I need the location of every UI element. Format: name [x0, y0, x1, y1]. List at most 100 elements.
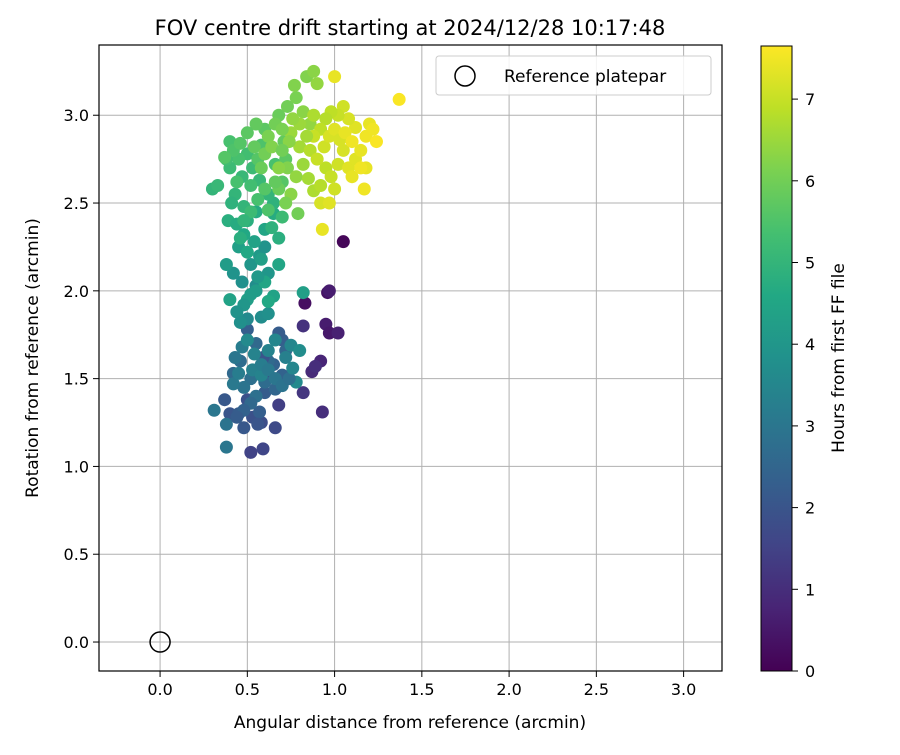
data-point [265, 221, 279, 235]
data-point [289, 91, 303, 105]
data-point [261, 203, 275, 217]
data-point [342, 112, 356, 126]
colorbar-tick-label: 6 [805, 172, 815, 191]
data-point [296, 319, 310, 333]
data-point [322, 196, 336, 210]
data-point [282, 372, 296, 386]
data-point [279, 196, 293, 210]
data-point [303, 143, 317, 157]
x-tick-label: 1.0 [322, 680, 347, 699]
data-point [308, 359, 322, 373]
data-point [272, 398, 286, 412]
data-point [211, 178, 225, 192]
data-point [207, 403, 221, 417]
data-point [287, 78, 301, 92]
data-point [279, 351, 293, 365]
data-point [324, 170, 338, 184]
data-point [314, 178, 328, 192]
x-axis-label: Angular distance from reference (arcmin) [234, 713, 586, 733]
data-points [149, 64, 406, 653]
data-point [247, 140, 261, 154]
data-point [244, 178, 258, 192]
data-point [251, 417, 265, 431]
data-point [232, 366, 246, 380]
data-point [310, 152, 324, 166]
data-point [296, 105, 310, 119]
reference-platepar-marker [149, 631, 171, 653]
y-tick-label: 0.0 [64, 633, 89, 652]
data-point [286, 112, 300, 126]
data-point [247, 347, 261, 361]
y-tick-label: 2.5 [64, 194, 89, 213]
data-point [315, 405, 329, 419]
data-point [310, 77, 324, 91]
data-point [357, 182, 371, 196]
x-tick-label: 2.5 [584, 680, 609, 699]
data-point [268, 333, 282, 347]
chart-title: FOV centre drift starting at 2024/12/28 … [155, 16, 666, 40]
data-point [219, 417, 233, 431]
plot-frame [98, 44, 723, 672]
data-point [328, 122, 342, 136]
data-point [366, 122, 380, 136]
colorbar [760, 45, 793, 672]
data-point [331, 157, 345, 171]
data-point [298, 296, 312, 310]
data-point [230, 410, 244, 424]
data-point [247, 235, 261, 249]
data-point [251, 193, 265, 207]
data-point [228, 351, 242, 365]
data-point [280, 99, 294, 113]
data-point [345, 135, 359, 149]
data-point [240, 333, 254, 347]
data-point [237, 380, 251, 394]
data-point [296, 386, 310, 400]
x-tick-label: 3.0 [671, 680, 696, 699]
data-point [296, 286, 310, 300]
y-axis-ticks: 0.0 0.5 1.0 1.5 2.0 2.5 3.0 [64, 106, 99, 652]
legend-label-reference: Reference platepar [504, 67, 666, 87]
data-point [315, 222, 329, 236]
data-point [272, 161, 286, 175]
x-tick-label: 0.0 [147, 680, 172, 699]
data-point [349, 121, 363, 135]
data-point [230, 305, 244, 319]
data-point [244, 205, 258, 219]
x-axis-ticks: 0.0 0.5 1.0 1.5 2.0 2.5 3.0 [147, 671, 696, 699]
data-point [354, 161, 368, 175]
colorbar-tick-label: 3 [805, 417, 815, 436]
data-point [237, 421, 251, 435]
data-point [226, 266, 240, 280]
y-tick-label: 0.5 [64, 545, 89, 564]
data-point [319, 112, 333, 126]
colorbar-tick-label: 1 [805, 580, 815, 599]
data-point [275, 122, 289, 136]
data-point [272, 231, 286, 245]
legend-box [435, 55, 712, 96]
data-point [275, 210, 289, 224]
data-point [336, 143, 350, 157]
data-point [226, 377, 240, 391]
data-point [258, 240, 272, 254]
data-point [293, 344, 307, 358]
data-point [244, 287, 258, 301]
y-tick-label: 1.5 [64, 370, 89, 389]
data-point [307, 64, 321, 78]
data-point [296, 157, 310, 171]
data-point [272, 257, 286, 271]
data-point [261, 363, 275, 377]
data-point [289, 170, 303, 184]
data-point [249, 117, 263, 131]
data-point [328, 182, 342, 196]
colorbar-tick-label: 5 [805, 254, 815, 273]
data-point [240, 245, 254, 259]
data-point [233, 315, 247, 329]
data-point [307, 108, 321, 122]
data-point [300, 129, 314, 143]
data-point [244, 257, 258, 271]
data-point [219, 440, 233, 454]
data-point [293, 140, 307, 154]
data-point [233, 231, 247, 245]
data-point [301, 171, 315, 185]
data-point [261, 344, 275, 358]
